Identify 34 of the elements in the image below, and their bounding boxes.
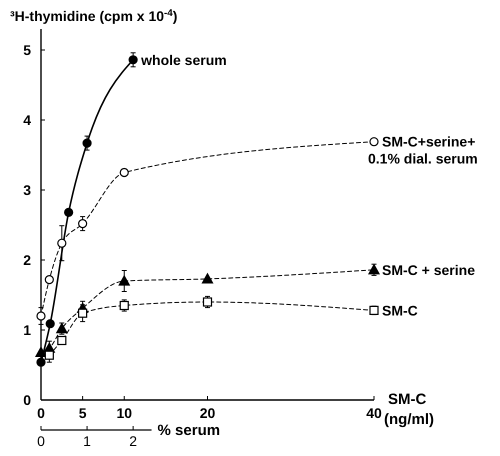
y-tick-label: 1 xyxy=(23,322,32,338)
x-tick-label: 10 xyxy=(116,405,132,421)
x2-axis-title: % serum xyxy=(158,422,220,439)
point xyxy=(369,137,379,146)
x2-tick-label: 1 xyxy=(83,433,92,449)
y-tick-label: 2 xyxy=(23,252,32,268)
y-tick-label: 4 xyxy=(23,112,32,128)
point xyxy=(44,350,54,360)
point xyxy=(44,275,54,284)
x-axis-title: SM-C (ng/ml) xyxy=(384,391,434,428)
x2-tick-label: 0 xyxy=(37,433,46,449)
point xyxy=(57,238,66,248)
point xyxy=(118,275,130,286)
y-tick-label: 5 xyxy=(23,42,32,58)
x-tick-label: 40 xyxy=(366,405,382,421)
x-tick-label: 5 xyxy=(78,405,87,421)
series-label: SM-C + serine xyxy=(382,262,476,278)
point xyxy=(56,323,68,334)
x-tick-label: 0 xyxy=(37,405,46,421)
point xyxy=(369,306,379,315)
point xyxy=(78,308,88,318)
x-tick-label: 20 xyxy=(200,405,216,421)
series-label: whole serum xyxy=(140,52,227,68)
x2-tick-label: 2 xyxy=(129,433,138,449)
point xyxy=(368,264,380,274)
point xyxy=(120,168,129,178)
y-tick-label: 0 xyxy=(23,392,32,408)
point xyxy=(202,273,214,284)
point xyxy=(78,219,88,228)
series-label: SM-C xyxy=(382,302,418,318)
series-label: SM-C+serine+ 0.1% dial. serum xyxy=(368,134,478,167)
point xyxy=(36,311,46,321)
y-tick-label: 3 xyxy=(23,182,32,198)
y-axis-title: ³H-thymidine (cpm x 10$^{-4}$) xyxy=(10,8,178,24)
